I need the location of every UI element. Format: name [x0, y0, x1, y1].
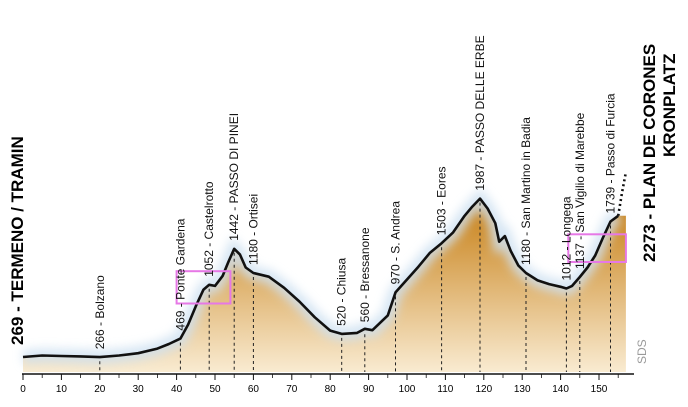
waypoint-label: 1052 - Castelrotto: [202, 181, 216, 277]
waypoint-label: 1503 - Eores: [435, 166, 449, 235]
x-tick-label: 150: [591, 384, 608, 395]
x-tick-label: 100: [399, 384, 416, 395]
x-tick-label: 10: [56, 384, 68, 395]
x-tick-label: 0: [20, 384, 26, 395]
finish-dotted-line: [616, 171, 628, 217]
x-tick-label: 140: [552, 384, 569, 395]
x-tick-label: 120: [475, 384, 492, 395]
waypoint-label: 1012 - Longega: [559, 196, 573, 280]
highlight-box: [567, 233, 627, 264]
highlight-boxes: [175, 233, 627, 305]
waypoint-label: 1987 - PASSO DELLE ERBE: [473, 35, 487, 190]
x-tick-label: 80: [325, 384, 337, 395]
waypoint-label: 970 - S. Andrea: [389, 201, 403, 285]
x-tick-label: 20: [94, 384, 106, 395]
waypoint-label: 469 - Ponte Gardena: [173, 218, 187, 330]
x-tick-label: 30: [133, 384, 145, 395]
x-axis-ticks: 0 10 20 30 40 50 60 70 80 90 100 110 120 130 140 150: [20, 374, 619, 395]
x-tick-label: 60: [248, 384, 260, 395]
x-tick-label: 130: [514, 384, 531, 395]
waypoint-label: 1137 - San Vigilio di Marebbe: [573, 112, 587, 269]
sds-watermark: SDS: [635, 339, 649, 364]
x-tick-label: 50: [209, 384, 221, 395]
waypoint-label: 266 - Bolzano: [93, 275, 107, 349]
waypoint-label: 560 - Bressanone: [358, 227, 372, 322]
waypoint-label: 520 - Chiusa: [335, 258, 349, 326]
finish-label: 2273 - PLAN DE CORONES: [640, 44, 659, 262]
finish-label-line2: KRONPLATZ: [660, 53, 679, 157]
waypoint-labels: 266 - Bolzano 469 - Ponte Gardena 1052 - C…: [93, 35, 618, 349]
waypoint-label: 1739 - Passo di Furcia: [604, 93, 618, 213]
x-tick-label: 110: [437, 384, 453, 395]
waypoint-label: 1180 - San Martino in Badia: [519, 117, 533, 265]
profile-area: [23, 198, 626, 372]
x-tick-label: 90: [363, 384, 375, 395]
start-label: 269 - TERMENO / TRAMIN: [8, 136, 27, 345]
waypoint-label: 1180 - Ortisei: [246, 194, 260, 265]
highlight-box: [175, 270, 232, 305]
x-tick-label: 40: [171, 384, 183, 395]
profile-line: [22, 197, 619, 359]
x-tick-label: 70: [286, 384, 298, 395]
waypoint-label: 1442 - PASSO DI PINEI: [227, 113, 241, 241]
